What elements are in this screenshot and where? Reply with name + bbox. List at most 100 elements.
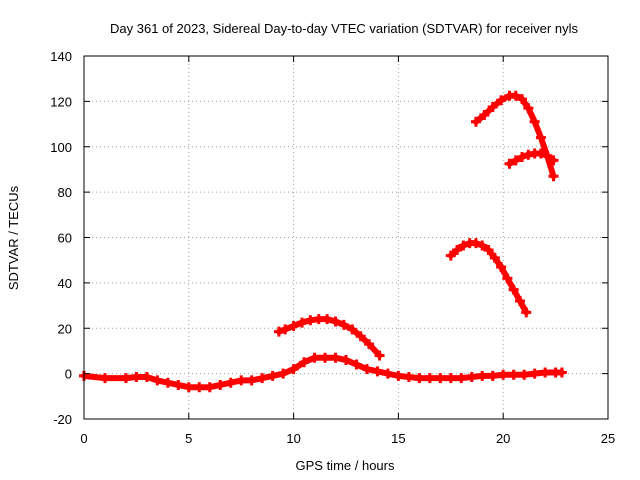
data-point	[556, 367, 567, 378]
data-point	[496, 261, 507, 272]
data-point	[364, 339, 375, 350]
data-point	[435, 373, 446, 384]
data-point	[296, 317, 307, 328]
data-point	[548, 171, 559, 182]
data-point	[215, 379, 226, 390]
data-point	[504, 158, 515, 169]
data-point	[309, 352, 320, 363]
data-point	[382, 368, 393, 379]
data-point	[330, 316, 341, 327]
y-tick-label: 40	[58, 276, 72, 291]
ticks: 0 5 10 15 20 25 -20 0 20 40 60 80 100 120 140	[50, 49, 615, 446]
x-tick-label: 5	[185, 431, 192, 446]
data-point	[514, 296, 525, 307]
data-point	[355, 331, 366, 342]
data-point	[456, 373, 467, 384]
data-point	[540, 367, 551, 378]
data-point	[99, 373, 110, 384]
y-tick-label: 0	[65, 367, 72, 382]
data-point	[299, 357, 310, 368]
data-point	[487, 370, 498, 381]
data-point	[313, 314, 324, 325]
data-point	[183, 382, 194, 393]
data-point	[204, 382, 215, 393]
data-point	[470, 238, 481, 249]
data-point	[322, 314, 333, 325]
data-point	[523, 103, 534, 114]
data-point	[320, 352, 331, 363]
data-point	[278, 368, 289, 379]
data-point	[305, 315, 316, 326]
data-point	[529, 116, 540, 127]
data-point	[225, 377, 236, 388]
y-tick-label: -20	[53, 412, 72, 427]
data-point	[498, 369, 509, 380]
data-point	[341, 355, 351, 366]
data-point	[288, 320, 299, 331]
data-point	[517, 151, 528, 162]
data-point	[502, 273, 513, 284]
data-layer	[79, 90, 567, 393]
data-point	[273, 326, 284, 337]
data-point	[496, 95, 507, 106]
data-point	[361, 364, 372, 375]
y-tick-label: 20	[58, 321, 72, 336]
data-point	[458, 240, 469, 251]
data-point	[466, 372, 477, 383]
data-point	[529, 368, 540, 379]
data-point	[236, 375, 247, 386]
data-point	[519, 369, 530, 380]
data-point	[445, 373, 456, 384]
data-point	[257, 373, 268, 384]
y-tick-label: 60	[58, 231, 72, 246]
data-point	[194, 382, 205, 393]
data-point	[338, 319, 349, 330]
data-point	[517, 94, 528, 105]
data-point	[288, 364, 299, 375]
data-point	[162, 377, 173, 388]
data-point	[424, 373, 435, 384]
x-tick-label: 0	[80, 431, 87, 446]
y-tick-label: 120	[50, 94, 72, 109]
x-tick-label: 10	[286, 431, 300, 446]
x-tick-label: 20	[496, 431, 510, 446]
data-point	[510, 90, 521, 101]
y-tick-label: 100	[50, 140, 72, 155]
data-point	[477, 240, 488, 251]
data-point	[280, 324, 291, 335]
data-point	[152, 375, 163, 386]
data-point	[535, 132, 546, 143]
data-point	[374, 350, 385, 361]
data-point	[330, 352, 341, 363]
x-axis-label: GPS time / hours	[296, 458, 395, 473]
data-point	[131, 372, 142, 383]
data-point	[141, 372, 152, 383]
data-point	[372, 366, 383, 377]
chart-title: Day 361 of 2023, Sidereal Day-to-day VTE…	[110, 21, 578, 36]
data-point	[483, 244, 494, 255]
data-point	[120, 373, 131, 384]
data-point	[393, 370, 404, 381]
y-tick-label: 140	[50, 49, 72, 64]
data-point	[351, 359, 362, 370]
data-point	[445, 250, 456, 261]
data-point	[508, 369, 519, 380]
data-point	[470, 116, 481, 127]
data-point	[487, 102, 498, 113]
data-point	[403, 372, 414, 383]
data-point	[414, 373, 425, 384]
data-point	[508, 284, 519, 295]
data-point	[510, 155, 521, 166]
data-point	[267, 370, 278, 381]
data-point	[452, 244, 463, 255]
data-point	[542, 150, 553, 161]
data-point	[347, 324, 358, 335]
data-point	[477, 370, 488, 381]
x-tick-label: 25	[601, 431, 615, 446]
data-point	[479, 109, 490, 120]
y-tick-label: 80	[58, 185, 72, 200]
y-axis-label: SDTVAR / TECUs	[6, 185, 21, 290]
data-point	[521, 307, 532, 318]
